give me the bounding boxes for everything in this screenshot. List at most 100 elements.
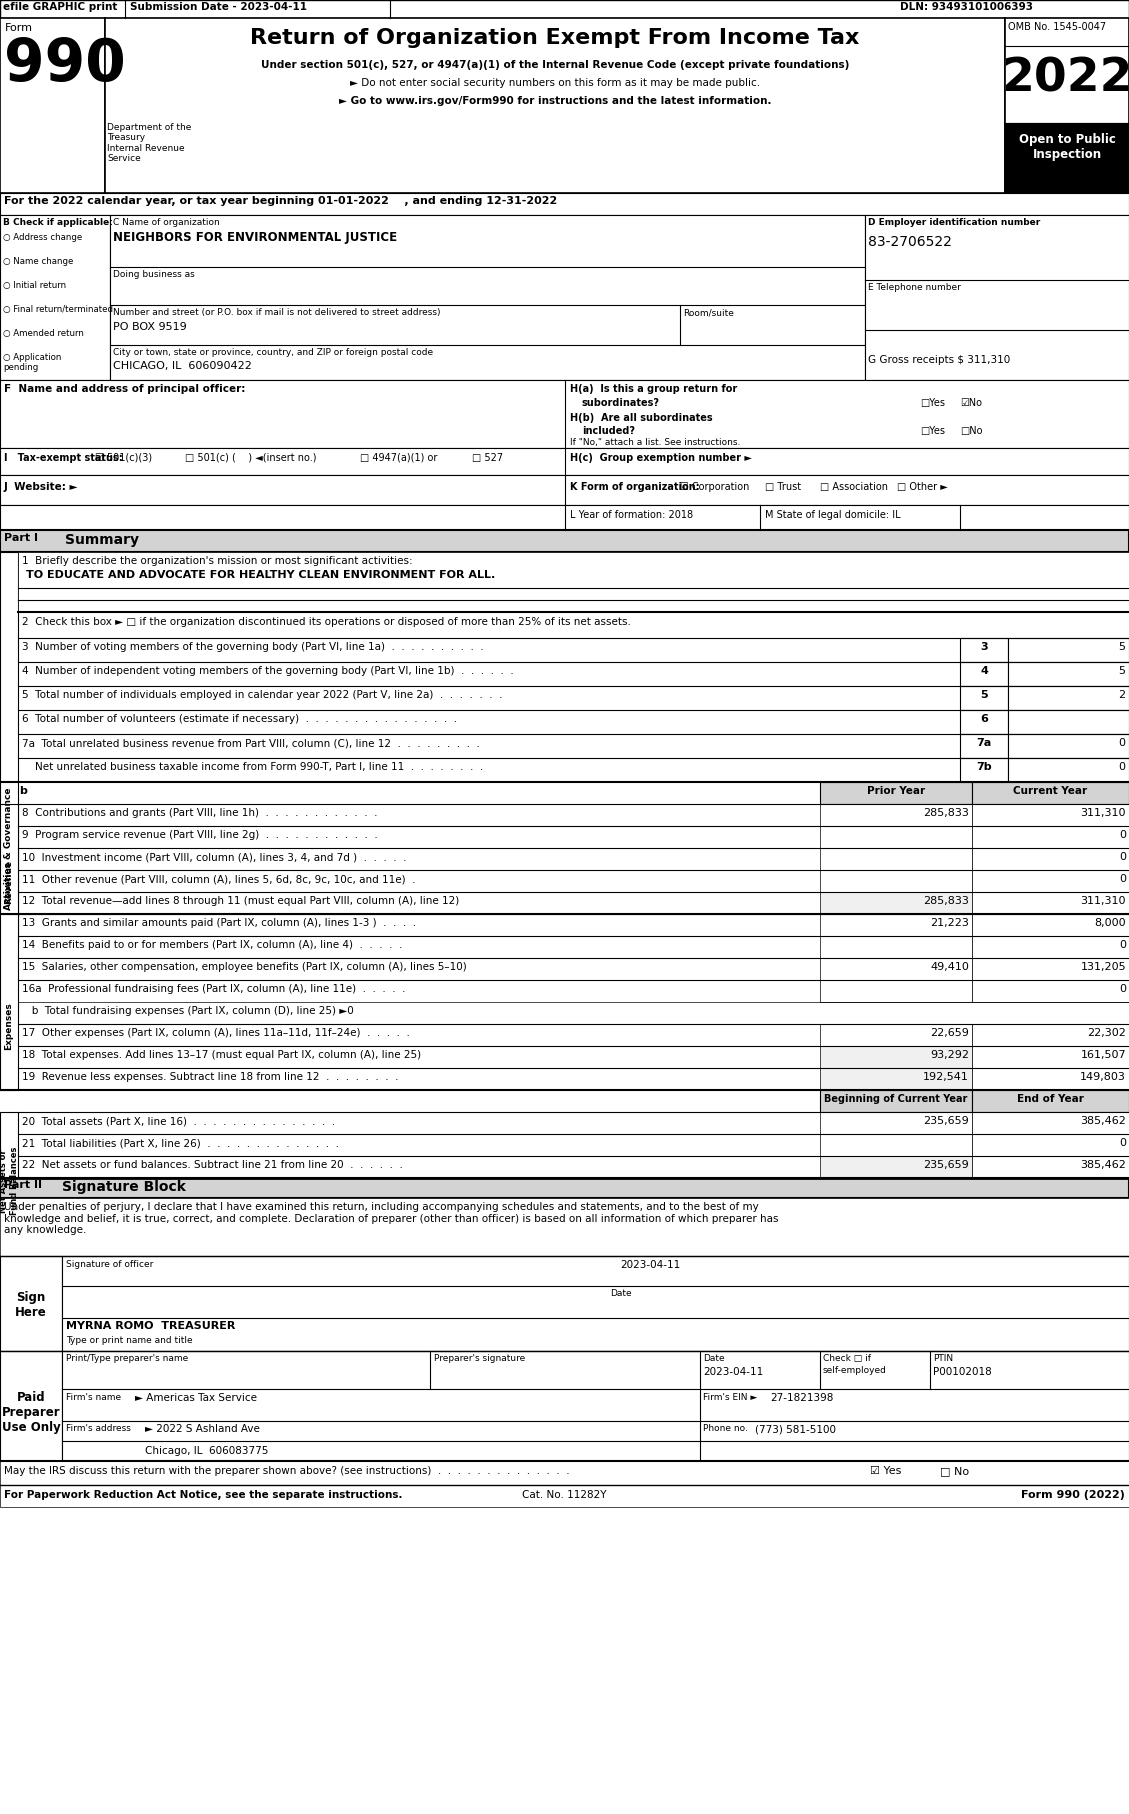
Bar [820, 1156, 972, 1177]
Text: 192,541: 192,541 [924, 1072, 969, 1081]
Bar [972, 1134, 1129, 1156]
Text: 2023-04-11: 2023-04-11 [620, 1261, 681, 1270]
Bar [1008, 709, 1129, 735]
Text: NEIGHBORS FOR ENVIRONMENTAL JUSTICE: NEIGHBORS FOR ENVIRONMENTAL JUSTICE [113, 230, 397, 245]
Text: Current Year: Current Year [1013, 785, 1087, 796]
Text: Return of Organization Exempt From Income Tax: Return of Organization Exempt From Incom… [251, 27, 859, 47]
Bar [865, 216, 1129, 379]
Text: □ 4947(a)(1) or: □ 4947(a)(1) or [360, 454, 437, 463]
Text: ☑ Yes: ☑ Yes [870, 1466, 901, 1477]
Text: CHICAGO, IL  606090422: CHICAGO, IL 606090422 [113, 361, 252, 372]
Bar [972, 804, 1129, 825]
Text: 0: 0 [1119, 940, 1126, 951]
Bar [960, 662, 1008, 686]
Bar [960, 735, 1008, 758]
Bar [110, 216, 865, 379]
Text: Part I: Part I [5, 533, 38, 542]
Bar [972, 847, 1129, 871]
Text: 161,507: 161,507 [1080, 1050, 1126, 1059]
Text: D Employer identification number: D Employer identification number [868, 218, 1040, 227]
Bar [972, 980, 1129, 1001]
Bar [820, 871, 972, 892]
Text: □ Association: □ Association [820, 483, 889, 492]
Text: Signature of officer: Signature of officer [65, 1261, 154, 1270]
Text: 0: 0 [1118, 762, 1124, 773]
Text: 22  Net assets or fund balances. Subtract line 21 from line 20  .  .  .  .  .  .: 22 Net assets or fund balances. Subtract… [21, 1159, 403, 1170]
Text: P00102018: P00102018 [933, 1368, 991, 1377]
Text: City or town, state or province, country, and ZIP or foreign postal code: City or town, state or province, country… [113, 348, 434, 357]
Text: b: b [19, 785, 27, 796]
Text: C Name of organization: C Name of organization [113, 218, 220, 227]
Text: □ 527: □ 527 [472, 454, 504, 463]
Text: 6: 6 [980, 715, 988, 724]
Text: 235,659: 235,659 [924, 1159, 969, 1170]
Text: 4  Number of independent voting members of the governing body (Part VI, line 1b): 4 Number of independent voting members o… [21, 666, 514, 677]
Text: K Form of organization:: K Form of organization: [570, 483, 700, 492]
Text: I   Tax-exempt status:: I Tax-exempt status: [5, 454, 123, 463]
Text: 2: 2 [1118, 689, 1124, 700]
Text: H(c)  Group exemption number ►: H(c) Group exemption number ► [570, 454, 752, 463]
Text: 6  Total number of volunteers (estimate if necessary)  .  .  .  .  .  .  .  .  .: 6 Total number of volunteers (estimate i… [21, 715, 457, 724]
Bar [972, 782, 1129, 804]
Bar [0, 914, 18, 1090]
Bar [820, 1134, 972, 1156]
Text: Sign
Here: Sign Here [15, 1292, 47, 1319]
Text: For Paperwork Reduction Act Notice, see the separate instructions.: For Paperwork Reduction Act Notice, see … [5, 1489, 403, 1500]
Text: ☑No: ☑No [960, 397, 982, 408]
Text: 10  Investment income (Part VIII, column (A), lines 3, 4, and 7d )  .  .  .  .  : 10 Investment income (Part VIII, column … [21, 853, 406, 862]
Text: 22,302: 22,302 [1087, 1029, 1126, 1038]
Text: Expenses: Expenses [5, 1001, 14, 1050]
Text: b  Total fundraising expenses (Part IX, column (D), line 25) ►0: b Total fundraising expenses (Part IX, c… [21, 1007, 353, 1016]
Text: J  Website: ►: J Website: ► [5, 483, 79, 492]
Text: 1  Briefly describe the organization's mission or most significant activities:: 1 Briefly describe the organization's mi… [21, 557, 412, 566]
Text: 311,310: 311,310 [1080, 807, 1126, 818]
Text: 235,659: 235,659 [924, 1116, 969, 1126]
Bar [972, 1156, 1129, 1177]
Text: 2022: 2022 [1001, 56, 1129, 102]
Text: ► Do not enter social security numbers on this form as it may be made public.: ► Do not enter social security numbers o… [350, 78, 760, 89]
Bar [0, 1460, 1129, 1486]
Text: Prior Year: Prior Year [867, 785, 925, 796]
Bar [972, 1023, 1129, 1047]
Text: Chicago, IL  606083775: Chicago, IL 606083775 [145, 1446, 269, 1457]
Text: 12  Total revenue—add lines 8 through 11 (must equal Part VIII, column (A), line: 12 Total revenue—add lines 8 through 11 … [21, 896, 460, 905]
Bar [972, 1047, 1129, 1068]
Text: OMB No. 1545-0047: OMB No. 1545-0047 [1008, 22, 1106, 33]
Text: Firm's EIN ►: Firm's EIN ► [703, 1393, 758, 1402]
Bar [1008, 639, 1129, 662]
Text: (773) 581-5100: (773) 581-5100 [755, 1424, 835, 1435]
Bar [972, 1112, 1129, 1134]
Text: 20  Total assets (Part X, line 16)  .  .  .  .  .  .  .  .  .  .  .  .  .  .  .: 20 Total assets (Part X, line 16) . . . … [21, 1116, 335, 1126]
Bar [0, 216, 110, 379]
Text: 311,310: 311,310 [1080, 896, 1126, 905]
Text: 285,833: 285,833 [924, 896, 969, 905]
Text: ► Go to www.irs.gov/Form990 for instructions and the latest information.: ► Go to www.irs.gov/Form990 for instruct… [339, 96, 771, 105]
Bar [0, 1197, 1129, 1255]
Bar [1005, 18, 1129, 192]
Text: Firm's address: Firm's address [65, 1424, 131, 1433]
Bar [820, 847, 972, 871]
Text: □Yes: □Yes [920, 397, 945, 408]
Text: Net Assets or
Fund Balances: Net Assets or Fund Balances [0, 1146, 19, 1215]
Text: For the 2022 calendar year, or tax year beginning 01-01-2022    , and ending 12-: For the 2022 calendar year, or tax year … [5, 196, 558, 207]
Text: 2023-04-11: 2023-04-11 [703, 1368, 763, 1377]
Text: Form: Form [5, 24, 33, 33]
Text: Open to Public
Inspection: Open to Public Inspection [1018, 132, 1115, 161]
Text: TO EDUCATE AND ADVOCATE FOR HEALTHY CLEAN ENVIRONMENT FOR ALL.: TO EDUCATE AND ADVOCATE FOR HEALTHY CLEA… [26, 570, 496, 580]
Text: self-employed: self-employed [823, 1366, 887, 1375]
Bar [960, 758, 1008, 782]
Text: 21  Total liabilities (Part X, line 26)  .  .  .  .  .  .  .  .  .  .  .  .  .  : 21 Total liabilities (Part X, line 26) .… [21, 1137, 339, 1148]
Bar [1008, 758, 1129, 782]
Text: 16a  Professional fundraising fees (Part IX, column (A), line 11e)  .  .  .  .  : 16a Professional fundraising fees (Part … [21, 983, 405, 994]
Text: 8,000: 8,000 [1094, 918, 1126, 929]
Text: G Gross receipts $ 311,310: G Gross receipts $ 311,310 [868, 356, 1010, 365]
Text: □ 501(c) (    ) ◄(insert no.): □ 501(c) ( ) ◄(insert no.) [185, 454, 316, 463]
Text: 5  Total number of individuals employed in calendar year 2022 (Part V, line 2a) : 5 Total number of individuals employed i… [21, 689, 502, 700]
Text: included?: included? [583, 426, 634, 435]
Text: 0: 0 [1119, 853, 1126, 862]
Text: 13  Grants and similar amounts paid (Part IX, column (A), lines 1-3 )  .  .  .  : 13 Grants and similar amounts paid (Part… [21, 918, 417, 929]
Bar [0, 504, 1129, 530]
Bar [820, 782, 972, 804]
Text: 7a: 7a [977, 738, 991, 747]
Bar [0, 475, 1129, 504]
